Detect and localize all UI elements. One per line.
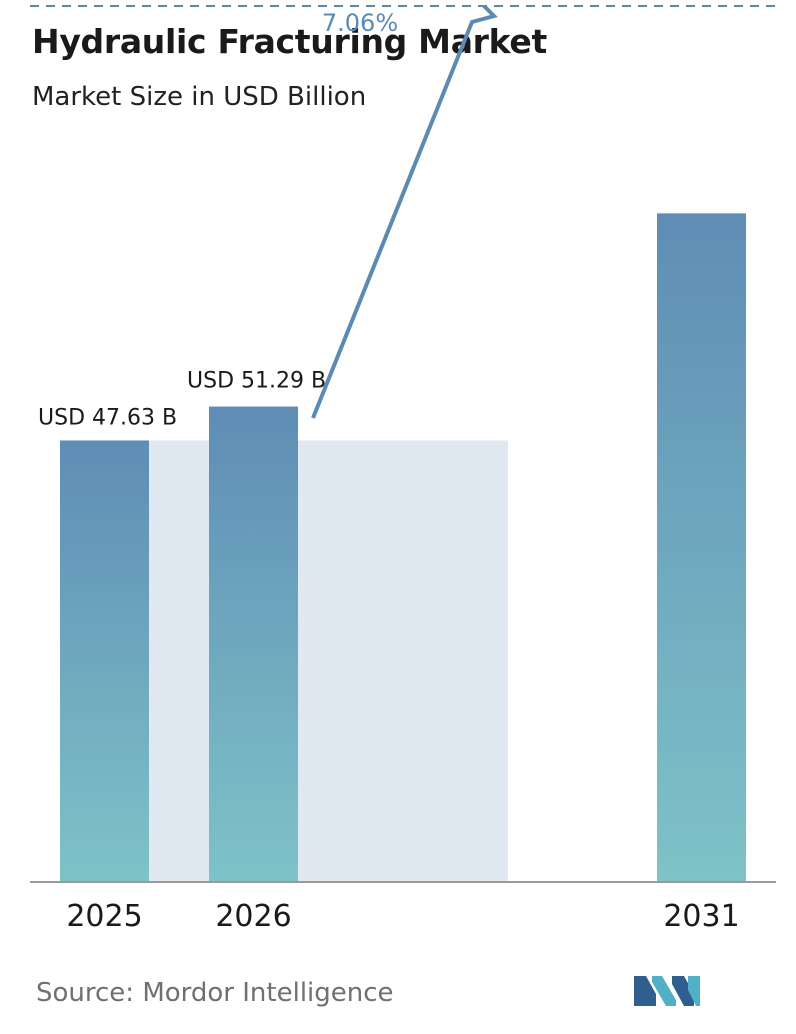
x-tick-label-2026: 2026 <box>215 899 291 934</box>
chart-subtitle: Market Size in USD Billion <box>32 82 367 112</box>
bar-2031 <box>657 213 746 882</box>
bar-2026 <box>209 406 298 882</box>
bar-2025 <box>60 440 149 882</box>
cagr-arrow <box>311 4 498 419</box>
data-label-2025: USD 47.63 B <box>38 405 177 430</box>
data-label-2026: USD 51.29 B <box>187 369 326 394</box>
cagr-label: 7.06% <box>322 9 398 37</box>
chart-title: Hydraulic Fracturing Market <box>32 22 547 61</box>
x-tick-label-2025: 2025 <box>66 899 142 934</box>
source-text: Source: Mordor Intelligence <box>36 978 394 1008</box>
x-tick-label-2031: 2031 <box>663 899 739 934</box>
mordor-intelligence-logo <box>634 976 700 1006</box>
